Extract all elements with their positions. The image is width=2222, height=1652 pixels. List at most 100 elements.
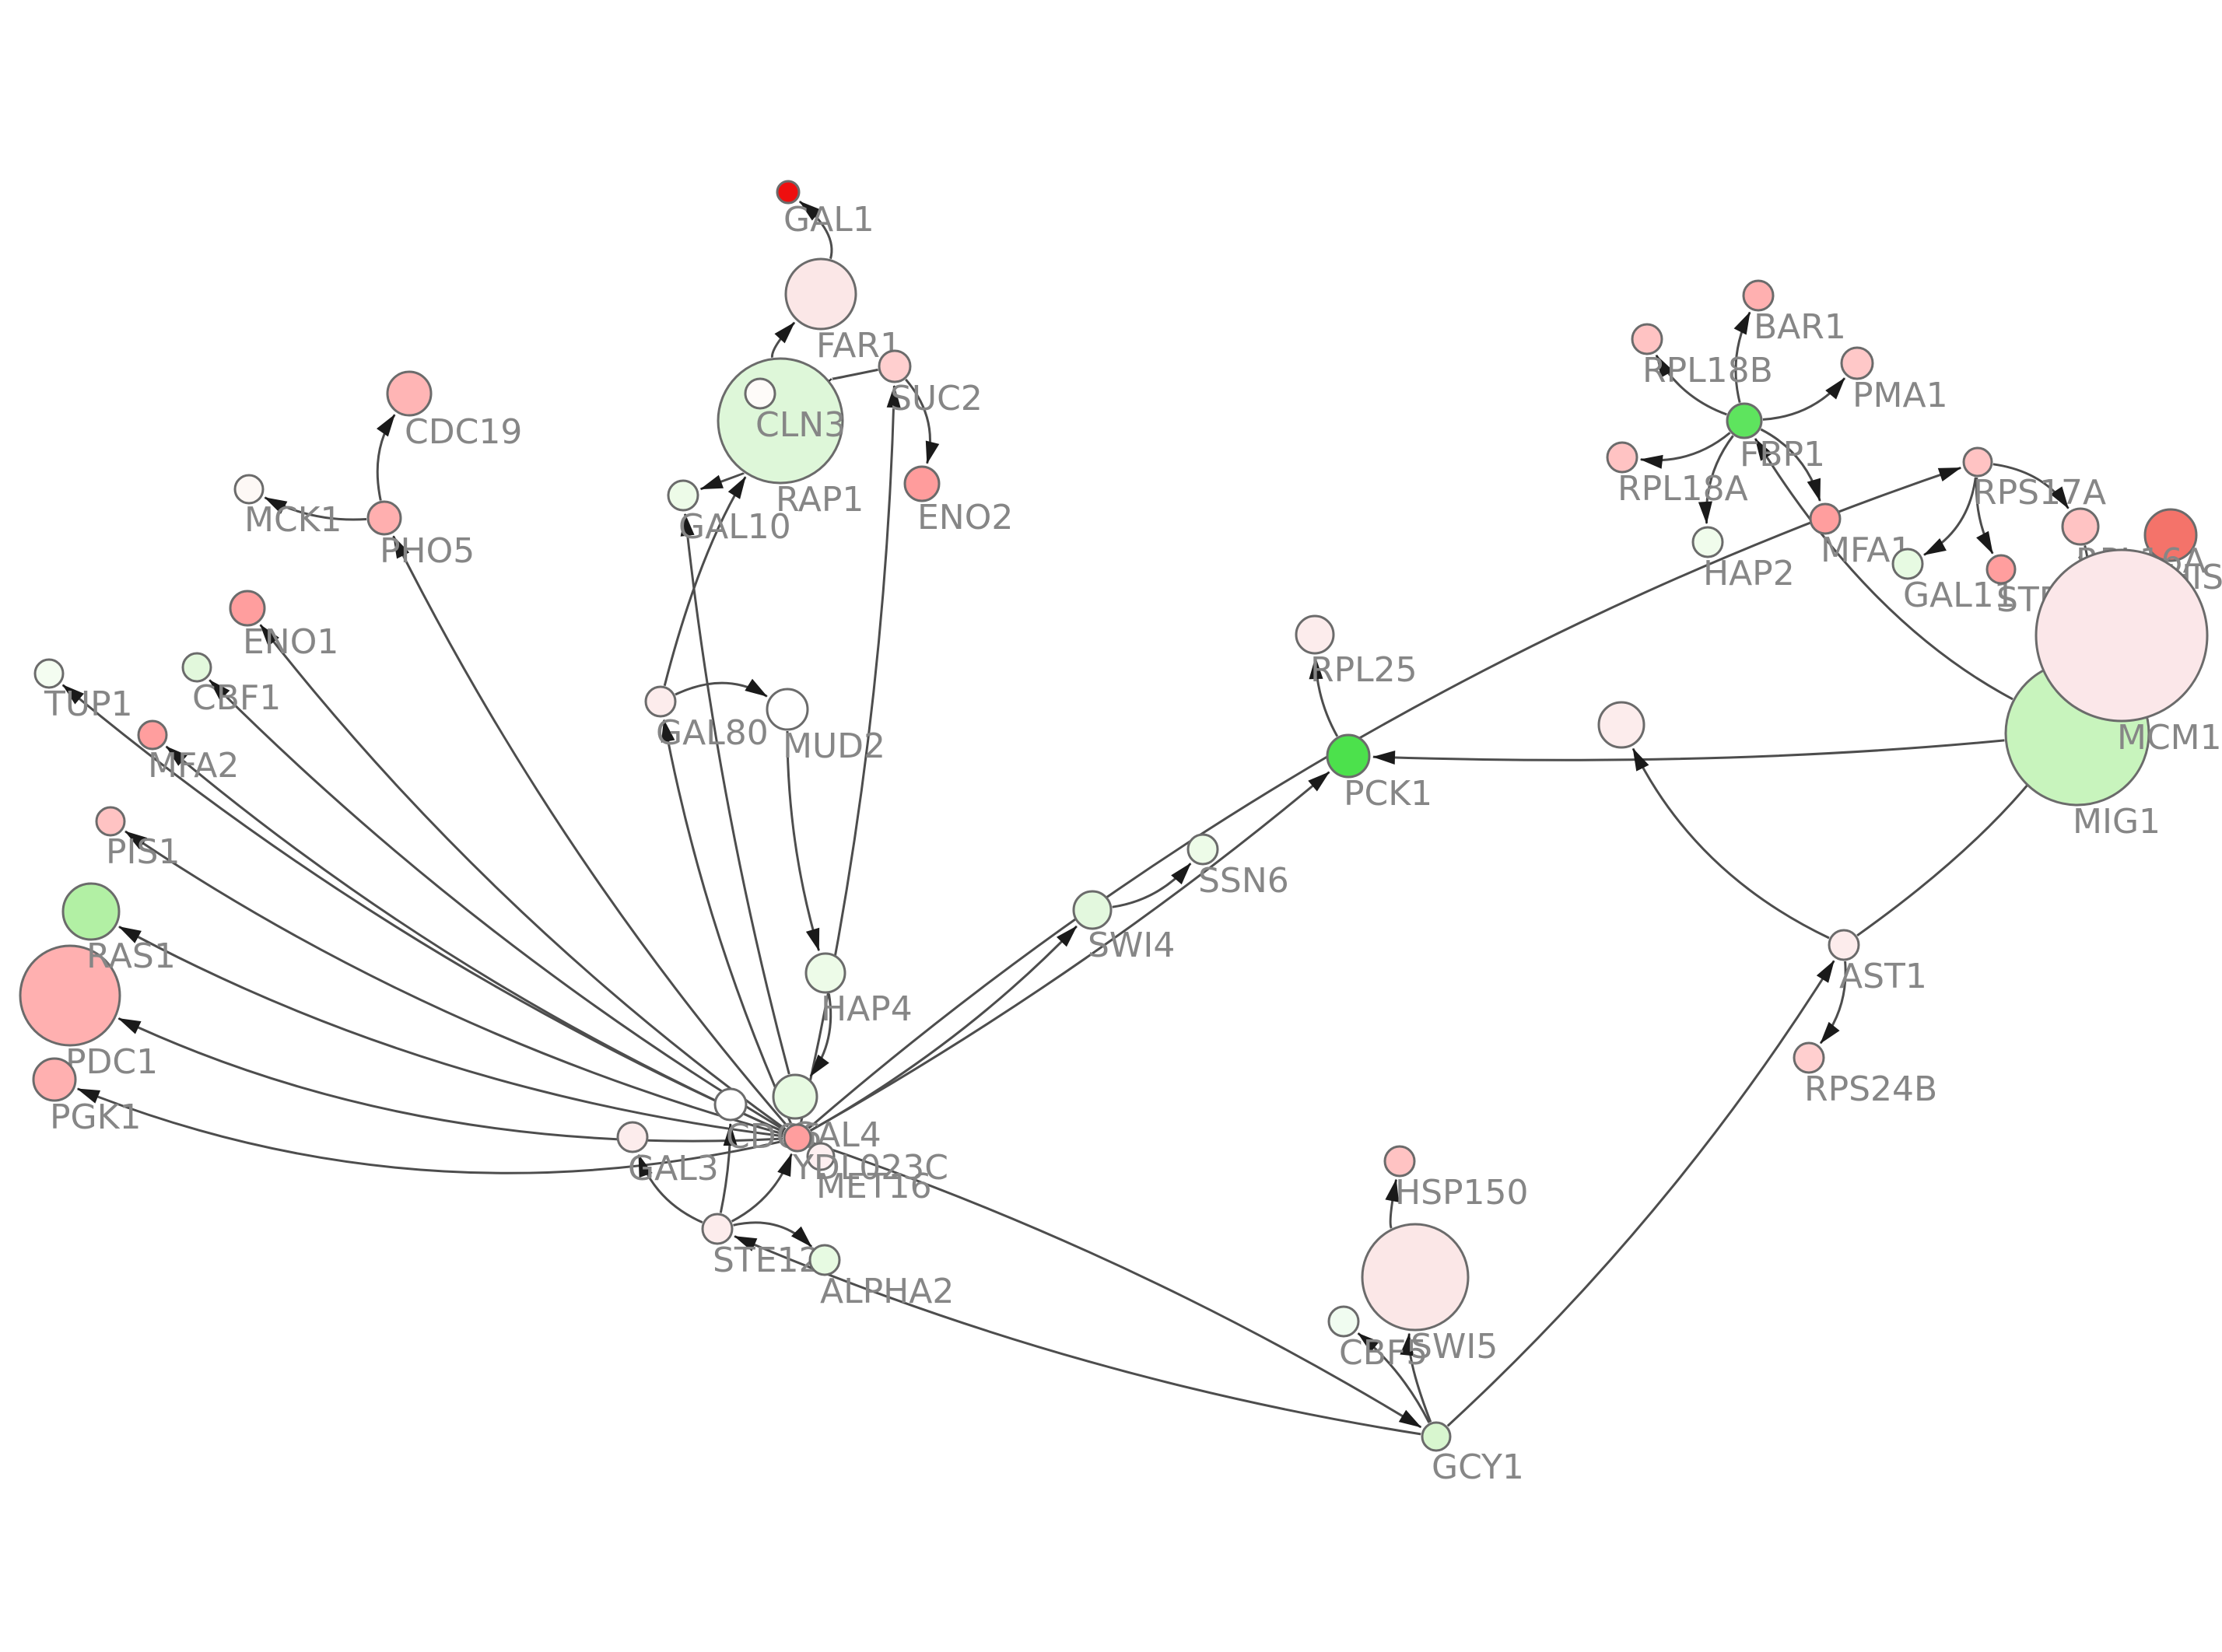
- node-MET16[interactable]: [806, 1142, 836, 1171]
- node-GAL10[interactable]: [667, 479, 699, 512]
- node-MCM1[interactable]: [2034, 548, 2209, 723]
- node-RAS1[interactable]: [61, 882, 121, 941]
- edge-AST1-NODE1[interactable]: [1631, 747, 1830, 940]
- edge-PCK1-RPL25[interactable]: [1309, 656, 1339, 737]
- edge-YDL023C-PDC1[interactable]: [117, 1017, 783, 1143]
- edge-HAP4-GAL4[interactable]: [809, 993, 832, 1077]
- node-TUP1[interactable]: [33, 658, 65, 689]
- edge-YDL023C-MFA2[interactable]: [165, 745, 785, 1133]
- edge-YDL023C-PHO5[interactable]: [392, 535, 789, 1128]
- edge-SUC2-RAP1[interactable]: [810, 368, 878, 398]
- edge-AST1-RPS24B[interactable]: [1819, 961, 1847, 1045]
- edge-RPS17A-RPL16A[interactable]: [1992, 463, 2070, 509]
- edge-YDL023C-GCY1[interactable]: [811, 1141, 1422, 1429]
- node-RPL16A[interactable]: [2061, 507, 2100, 546]
- node-SWI4[interactable]: [1072, 890, 1113, 930]
- node-PMA1[interactable]: [1840, 346, 1874, 380]
- node-STE2[interactable]: [1985, 554, 2017, 585]
- node-YDL023C[interactable]: [783, 1123, 812, 1153]
- edge-YDL023C-CBF1[interactable]: [209, 679, 786, 1132]
- node-PCK1[interactable]: [1326, 733, 1371, 779]
- node-FAR1[interactable]: [784, 257, 857, 331]
- node-MUD2[interactable]: [766, 688, 809, 731]
- node-BAR1[interactable]: [1742, 279, 1775, 312]
- node-SUC2[interactable]: [878, 349, 912, 383]
- edge-YDL023C-SWI4[interactable]: [809, 925, 1078, 1132]
- edge-MIG1-FBP1[interactable]: [1754, 438, 2013, 701]
- node-PGK1[interactable]: [32, 1057, 77, 1102]
- node-FBP1[interactable]: [1726, 402, 1763, 439]
- edge-GCY1-AST1[interactable]: [1446, 960, 1835, 1427]
- node-SSN6[interactable]: [1186, 833, 1219, 866]
- edge-YDL023C-PIS1[interactable]: [124, 830, 784, 1136]
- node-NODE1[interactable]: [1597, 701, 1645, 749]
- node-GAL1[interactable]: [776, 180, 801, 205]
- node-HIS4[interactable]: [2143, 508, 2198, 562]
- node-CBF1[interactable]: [181, 652, 212, 683]
- edge-RAP1-GAL10[interactable]: [699, 471, 745, 491]
- node-PIS1[interactable]: [95, 806, 126, 837]
- node-GCY1[interactable]: [1421, 1421, 1452, 1452]
- edge-YDL023C-PGK1[interactable]: [76, 1087, 783, 1174]
- node-HAP2[interactable]: [1691, 526, 1724, 558]
- node-PDC1[interactable]: [19, 944, 121, 1047]
- edge-PHO5-CDC19[interactable]: [376, 414, 396, 501]
- node-ENO2[interactable]: [903, 465, 941, 502]
- node-GAL4[interactable]: [772, 1073, 818, 1120]
- edge-YDL023C-PCK1[interactable]: [809, 771, 1330, 1132]
- edge-FAR1-GAL1[interactable]: [798, 200, 833, 260]
- edge-MIG1-PCK1[interactable]: [1372, 739, 2005, 765]
- edge-RPS17A-GAL11[interactable]: [1923, 477, 1977, 556]
- edge-YDL023C-GAL80[interactable]: [661, 719, 793, 1125]
- node-RPS24B[interactable]: [1793, 1041, 1825, 1074]
- node-RPS17A[interactable]: [1962, 446, 1993, 478]
- node-RAP1[interactable]: [717, 357, 844, 485]
- edge-GAL80-MUD2[interactable]: [675, 678, 768, 698]
- edge-YDL023C-RPS17A[interactable]: [808, 466, 1962, 1129]
- edge-GAL4-GAL10[interactable]: [680, 513, 790, 1075]
- edge-RPS17A-STE2[interactable]: [1975, 477, 1994, 555]
- node-MCK1[interactable]: [233, 474, 265, 505]
- edge-SUC2-ENO2[interactable]: [905, 378, 940, 464]
- edge-MUD2-HAP4[interactable]: [786, 730, 820, 952]
- edge-FBP1-HAP2[interactable]: [1698, 435, 1734, 524]
- node-CDC6[interactable]: [713, 1087, 748, 1122]
- node-MFA2[interactable]: [137, 719, 168, 751]
- node-CDC19[interactable]: [386, 370, 433, 417]
- edge-YDL023C-RAS1[interactable]: [118, 926, 783, 1138]
- edge-FBP1-BAR1[interactable]: [1733, 311, 1751, 404]
- edge-YDL023C-ENO1[interactable]: [259, 624, 787, 1131]
- node-CBF5[interactable]: [1327, 1305, 1360, 1338]
- edge-STE12-CDC6[interactable]: [719, 1123, 738, 1213]
- edge-STE12-ALPHA2[interactable]: [733, 1221, 813, 1248]
- node-GAL3[interactable]: [616, 1121, 649, 1153]
- edge-FBP1-PMA1[interactable]: [1762, 377, 1846, 421]
- edge-FBP1-RPL18A[interactable]: [1639, 432, 1731, 469]
- edge-GCY1-CBF5[interactable]: [1357, 1332, 1431, 1423]
- edge-FBP1-RPL18B[interactable]: [1655, 354, 1727, 416]
- node-RPL18B[interactable]: [1631, 323, 1663, 355]
- node-PHO5[interactable]: [366, 500, 402, 536]
- node-GAL11[interactable]: [1891, 548, 1924, 580]
- node-STE12[interactable]: [701, 1213, 734, 1245]
- node-ALPHA2[interactable]: [808, 1244, 841, 1276]
- node-RPL18A[interactable]: [1606, 441, 1638, 474]
- node-AST1[interactable]: [1828, 929, 1860, 961]
- node-RPL25[interactable]: [1295, 614, 1335, 655]
- node-HSP150[interactable]: [1383, 1145, 1416, 1178]
- edge-STE12-YDL023C[interactable]: [731, 1153, 793, 1223]
- node-ENO1[interactable]: [229, 590, 266, 627]
- edge-GAL80-RAP1[interactable]: [663, 476, 747, 687]
- edge-FBP1-MFA1[interactable]: [1760, 428, 1821, 502]
- edge-SWI4-SSN6[interactable]: [1112, 863, 1192, 908]
- edge-RAP1-FAR1[interactable]: [770, 321, 796, 358]
- node-HAP4[interactable]: [804, 952, 846, 994]
- edge-SWI5-HSP150[interactable]: [1385, 1178, 1400, 1229]
- edge-GCY1-STE12[interactable]: [734, 1235, 1421, 1436]
- node-SWI5[interactable]: [1361, 1223, 1470, 1332]
- node-MFA1[interactable]: [1809, 502, 1842, 535]
- node-CLN3[interactable]: [744, 377, 776, 410]
- edge-STE12-GAL3[interactable]: [637, 1153, 703, 1223]
